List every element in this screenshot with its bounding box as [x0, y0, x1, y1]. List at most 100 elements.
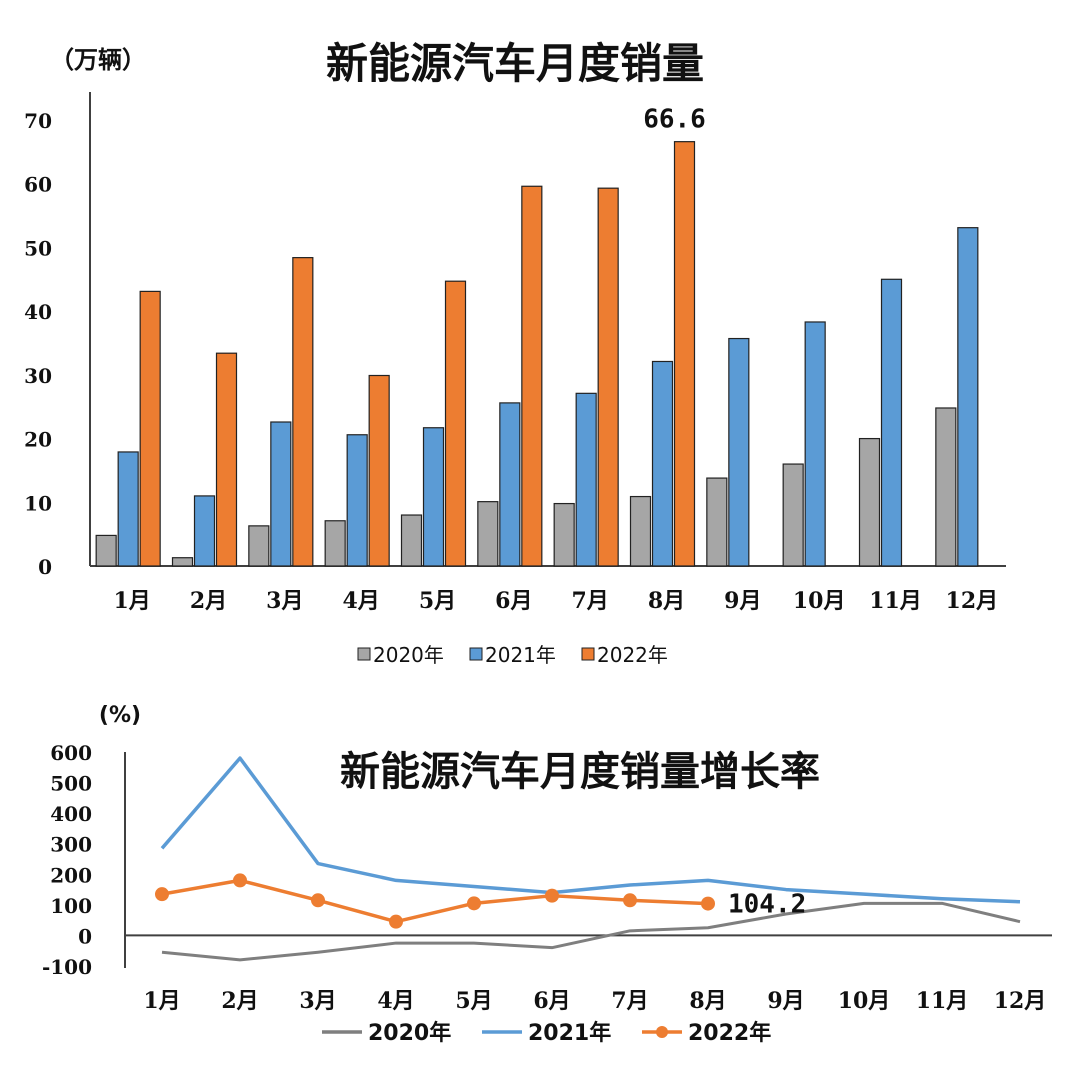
line-series-2020年	[161, 901, 1021, 962]
bar-2021年-2月	[193, 495, 216, 567]
line-point-2022年	[311, 893, 325, 908]
bar-chart-x-tick: 11月	[869, 588, 922, 614]
bar-legend-label: 2022年	[597, 643, 668, 667]
bar-2022年-5月	[444, 280, 467, 567]
bar-chart-y-ticks: 0 10 20 30 40 50 60 70	[24, 109, 52, 579]
bar-chart-x-tick: 12月	[946, 588, 999, 614]
line-chart-x-ticks: 1月 2月 3月 4月 5月 6月 7月 8月 9月 10月 11月 12月	[143, 988, 1046, 1014]
bar-2021年-3月	[270, 421, 292, 567]
bar-chart-y-tick: 50	[24, 236, 52, 260]
line-chart-title: 新能源汽车月度销量增长率	[340, 749, 820, 795]
bar-2021年-6月	[499, 402, 521, 567]
bar-chart-x-tick: 6月	[495, 588, 532, 614]
bar-chart-x-tick: 5月	[419, 588, 456, 614]
line-point-2022年	[701, 896, 715, 911]
line-chart-x-tick: 3月	[299, 988, 336, 1014]
bar-2021年-5月	[422, 427, 445, 567]
bar-2020年-9月	[706, 477, 728, 567]
bar-legend-swatch	[581, 647, 595, 661]
bar-2020年-3月	[248, 525, 270, 567]
line-point-2022年	[155, 887, 169, 902]
line-chart-legend: 2020年 2021年 2022年	[322, 1020, 771, 1046]
bar-legend-swatch	[357, 647, 371, 661]
line-chart-y-unit: (%)	[99, 703, 141, 728]
bar-2020年-4月	[324, 520, 346, 567]
bar-legend-label: 2020年	[373, 643, 444, 667]
bar-2021年-1月	[117, 451, 139, 567]
line-chart-y-tick: 100	[50, 894, 92, 918]
line-point-2022年	[389, 914, 403, 929]
bar-2021年-8月	[651, 360, 674, 567]
line-chart-annotation: 104.2	[728, 890, 806, 920]
line-chart-x-tick: 8月	[689, 988, 726, 1014]
line-chart-y-tick: 0	[78, 924, 92, 948]
bar-2022年-8月	[673, 141, 696, 567]
bar-2020年-7月	[553, 502, 575, 567]
bar-2020年-5月	[400, 514, 423, 567]
bar-chart-x-tick: 8月	[648, 588, 685, 614]
line-chart-y-tick: -100	[42, 955, 92, 979]
bar-2022年-4月	[368, 374, 390, 567]
bar-2020年-10月	[782, 463, 804, 567]
bar-chart-x-ticks: 1月 2月 3月 4月 5月 6月 7月 8月 9月 10月 11月 12月	[114, 588, 999, 614]
bar-chart: 新能源汽车月度销量 （万辆） 0 10 20 30 40 50 60 70 1月 2月 3月 4月 5…	[24, 39, 1006, 667]
bar-chart-legend: 2020年 2021年 2022年	[357, 643, 668, 667]
bar-legend-label: 2021年	[485, 643, 556, 667]
line-chart-x-tick: 4月	[377, 988, 414, 1014]
line-legend-label: 2020年	[368, 1020, 451, 1046]
bar-2020年-6月	[477, 501, 499, 567]
line-chart-y-ticks: -100 0 100 200 300 400 500 600	[42, 741, 92, 979]
line-legend-marker	[656, 1026, 668, 1038]
line-chart-x-tick: 2月	[221, 988, 258, 1014]
bar-2021年-11月	[880, 278, 903, 567]
bar-chart-x-tick: 10月	[793, 588, 846, 614]
bar-chart-y-tick: 40	[24, 300, 52, 324]
line-series-2021年	[160, 756, 1021, 904]
bar-chart-y-tick: 10	[24, 491, 52, 515]
bar-2020年-1月	[95, 534, 117, 567]
line-chart-x-tick: 10月	[838, 988, 891, 1014]
bar-chart-y-tick: 60	[24, 173, 52, 197]
bar-2022年-3月	[292, 257, 314, 567]
line-chart-x-tick: 1月	[143, 988, 180, 1014]
bar-legend-swatch	[469, 647, 483, 661]
line-series-2022年	[161, 878, 709, 924]
bar-chart-x-tick: 1月	[114, 588, 151, 614]
bar-chart-y-unit: （万辆）	[50, 46, 146, 74]
line-chart-x-tick: 6月	[533, 988, 570, 1014]
bar-chart-x-tick: 4月	[343, 588, 380, 614]
line-chart-y-tick: 600	[50, 741, 92, 765]
line-chart-x-tick: 5月	[455, 988, 492, 1014]
bar-2020年-8月	[629, 495, 652, 567]
bar-chart-x-tick: 7月	[572, 588, 609, 614]
bar-2022年-1月	[139, 290, 161, 567]
bar-2022年-7月	[597, 187, 619, 567]
line-chart-y-tick: 500	[50, 772, 92, 796]
line-chart: 新能源汽车月度销量增长率 (%) -100 0 100 200 300 400 500 600…	[42, 703, 1052, 1046]
bar-2021年-12月	[957, 227, 979, 567]
line-chart-y-tick: 200	[50, 863, 92, 887]
line-chart-y-tick: 400	[50, 802, 92, 826]
bar-chart-title: 新能源汽车月度销量	[326, 39, 704, 88]
line-legend-label: 2022年	[688, 1020, 771, 1046]
bar-chart-y-tick: 30	[24, 364, 52, 388]
bar-2021年-7月	[575, 392, 597, 567]
line-legend-label: 2021年	[528, 1020, 611, 1046]
line-point-2022年	[467, 896, 481, 911]
line-chart-series	[155, 756, 1021, 962]
line-chart-x-tick: 11月	[916, 988, 969, 1014]
bar-chart-x-tick: 2月	[190, 588, 227, 614]
line-chart-x-tick: 7月	[611, 988, 648, 1014]
bar-2021年-9月	[728, 337, 750, 567]
line-point-2022年	[623, 893, 637, 908]
line-chart-y-tick: 300	[50, 833, 92, 857]
bar-2020年-11月	[858, 437, 881, 567]
bar-2022年-6月	[521, 185, 543, 567]
line-chart-x-tick: 12月	[994, 988, 1047, 1014]
bar-chart-x-tick: 9月	[724, 588, 761, 614]
bar-chart-bars	[95, 141, 979, 567]
bar-2021年-4月	[346, 434, 368, 567]
line-point-2022年	[233, 873, 247, 888]
bar-2022年-2月	[215, 352, 238, 567]
